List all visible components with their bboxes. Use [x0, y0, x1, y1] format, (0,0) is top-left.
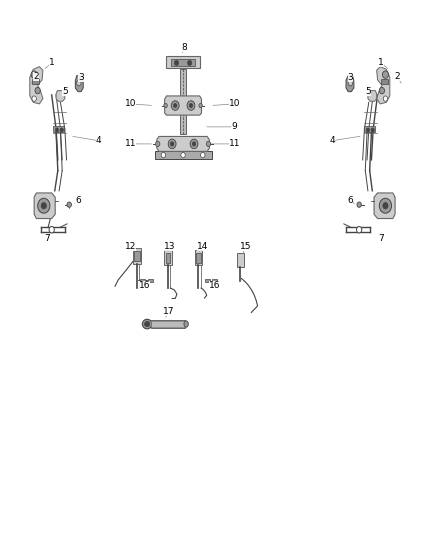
Text: 7: 7: [44, 234, 50, 243]
Polygon shape: [75, 76, 83, 92]
Bar: [134, 251, 140, 261]
Polygon shape: [165, 96, 201, 115]
Bar: [180, 69, 186, 134]
Circle shape: [60, 128, 64, 132]
Text: 16: 16: [209, 281, 220, 289]
Polygon shape: [34, 193, 55, 219]
Circle shape: [31, 71, 37, 78]
Bar: [133, 248, 141, 264]
Bar: [155, 151, 212, 159]
Text: 12: 12: [125, 242, 136, 251]
Bar: [364, 126, 375, 132]
Circle shape: [173, 103, 177, 108]
Ellipse shape: [145, 321, 150, 327]
Circle shape: [383, 203, 388, 209]
Bar: [166, 56, 200, 68]
Bar: [148, 279, 153, 282]
Circle shape: [192, 142, 196, 146]
Text: 11: 11: [229, 140, 240, 148]
Circle shape: [77, 80, 81, 86]
Circle shape: [379, 87, 385, 94]
Circle shape: [55, 128, 59, 132]
Circle shape: [382, 71, 389, 78]
Text: 4: 4: [96, 136, 101, 145]
Bar: [381, 79, 388, 84]
Text: 13: 13: [164, 242, 176, 251]
Circle shape: [357, 227, 362, 233]
Bar: [53, 126, 64, 132]
Ellipse shape: [184, 321, 188, 327]
Text: 5: 5: [365, 87, 371, 96]
Circle shape: [201, 152, 205, 158]
Text: 8: 8: [181, 43, 187, 52]
Text: 7: 7: [378, 234, 384, 243]
Circle shape: [164, 103, 167, 108]
Text: 10: 10: [125, 100, 136, 108]
Circle shape: [181, 152, 185, 158]
Bar: [212, 279, 217, 282]
Bar: [237, 253, 244, 266]
Polygon shape: [56, 91, 65, 101]
Bar: [140, 279, 145, 282]
Circle shape: [161, 152, 166, 158]
Text: 5: 5: [62, 87, 68, 96]
Text: 3: 3: [78, 73, 84, 82]
Circle shape: [49, 227, 54, 233]
Text: 2: 2: [394, 72, 399, 81]
Bar: [196, 253, 201, 263]
Bar: [205, 279, 210, 282]
Bar: [32, 79, 39, 84]
Ellipse shape: [142, 319, 152, 329]
Circle shape: [357, 202, 361, 207]
Circle shape: [187, 60, 192, 66]
Text: 1: 1: [378, 59, 384, 67]
Circle shape: [379, 198, 392, 213]
Circle shape: [67, 202, 71, 207]
Polygon shape: [157, 136, 209, 151]
Bar: [166, 253, 170, 263]
Circle shape: [371, 128, 374, 132]
Text: 16: 16: [139, 281, 150, 289]
Circle shape: [199, 103, 202, 108]
Polygon shape: [30, 67, 43, 104]
Text: 6: 6: [347, 196, 353, 205]
Text: 10: 10: [229, 100, 240, 108]
Circle shape: [190, 139, 198, 149]
Text: 15: 15: [240, 242, 252, 251]
Text: 14: 14: [197, 242, 208, 251]
Circle shape: [383, 96, 388, 101]
Circle shape: [206, 141, 211, 147]
Text: 2: 2: [33, 72, 39, 81]
Circle shape: [38, 198, 50, 213]
Polygon shape: [368, 91, 377, 101]
Text: 17: 17: [163, 308, 174, 316]
Text: 9: 9: [231, 123, 237, 131]
Bar: [151, 321, 185, 327]
Text: 6: 6: [75, 196, 81, 205]
Circle shape: [348, 80, 353, 86]
Circle shape: [32, 96, 36, 101]
Bar: [195, 250, 202, 265]
Circle shape: [189, 103, 193, 108]
Bar: [171, 59, 195, 66]
Bar: [180, 108, 186, 134]
Circle shape: [168, 139, 176, 149]
Circle shape: [174, 60, 179, 66]
Text: 4: 4: [329, 136, 335, 145]
Polygon shape: [377, 67, 390, 104]
Bar: [151, 320, 185, 328]
Circle shape: [366, 128, 370, 132]
Text: 11: 11: [125, 140, 136, 148]
Polygon shape: [374, 193, 395, 219]
Circle shape: [171, 101, 179, 110]
Circle shape: [187, 101, 195, 110]
Bar: [164, 250, 172, 265]
Circle shape: [170, 142, 174, 146]
Circle shape: [41, 203, 46, 209]
Text: 3: 3: [347, 73, 353, 82]
Polygon shape: [346, 76, 354, 92]
Circle shape: [155, 141, 160, 147]
Text: 1: 1: [49, 59, 55, 67]
Circle shape: [35, 87, 40, 94]
